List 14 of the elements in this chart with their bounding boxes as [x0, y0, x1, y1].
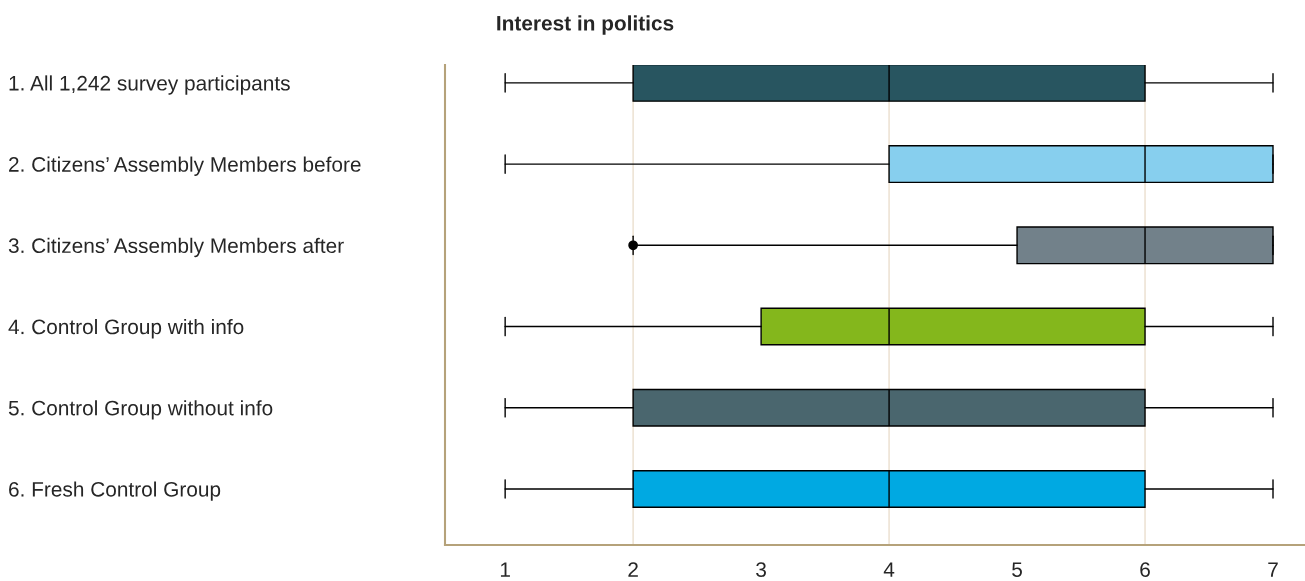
y-tick-label: 1. All 1,242 survey participants	[9, 75, 290, 95]
x-tick-label: 7	[1268, 562, 1278, 577]
x-tick-label: 1	[500, 562, 510, 577]
x-tick-label: 3	[756, 562, 766, 577]
x-tick-label: 5	[1012, 562, 1022, 577]
y-tick-label: 6. Fresh Control Group	[9, 481, 221, 501]
chart-title: Interest in politics	[497, 15, 674, 35]
y-tick-label: 2. Citizens’ Assembly Members before	[9, 156, 361, 176]
y-tick-label: 4. Control Group with info	[8, 318, 244, 339]
y-tick-label: 5. Control Group without info	[8, 400, 273, 420]
x-tick-label: 2	[628, 562, 638, 577]
x-tick-label: 6	[1140, 562, 1150, 577]
y-tick-label: 3. Citizens’ Assembly Members after	[8, 237, 344, 258]
x-tick-label: 4	[883, 562, 895, 577]
